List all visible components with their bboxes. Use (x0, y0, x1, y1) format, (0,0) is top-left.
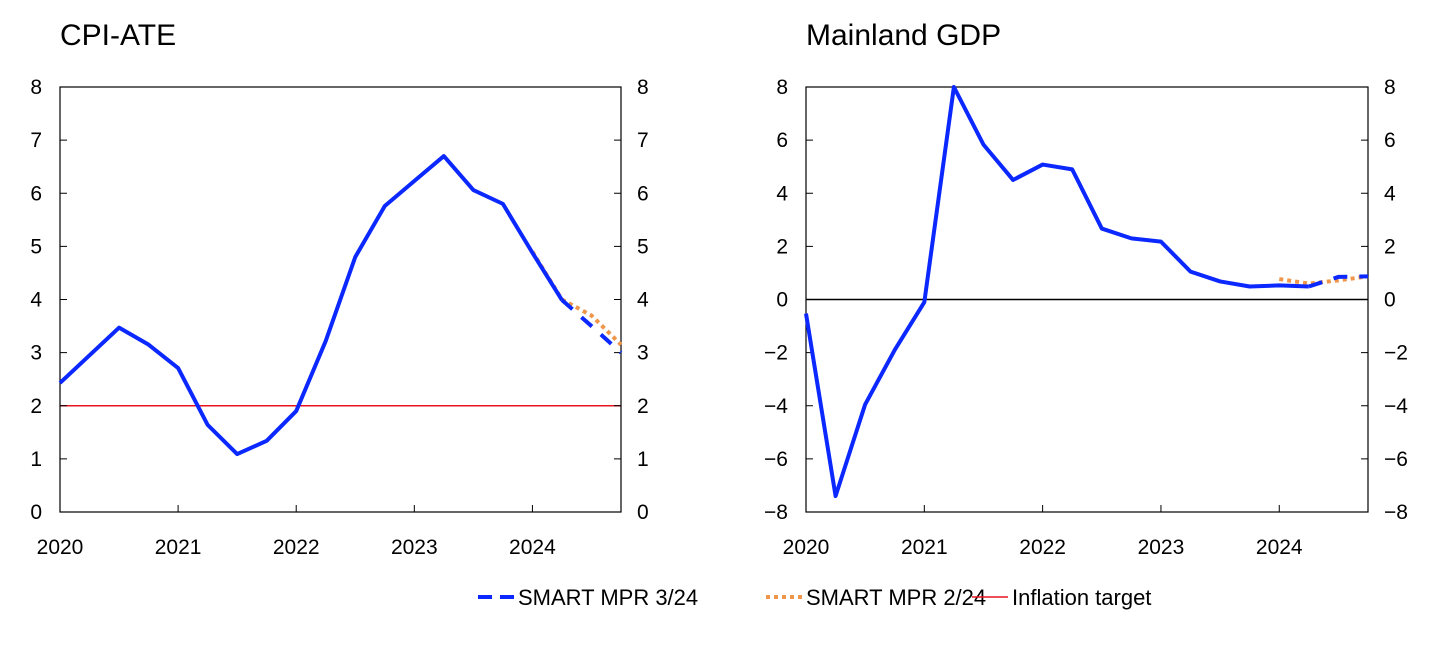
y-tick-label-right: 0 (637, 501, 649, 524)
y-tick-label-right: 6 (637, 182, 649, 205)
panel-0: 0 0 1 1 2 2 3 3 4 4 5 5 6 6 7 7 8 8 2020 2021 2022 2023 2024 (30, 76, 649, 559)
y-tick-label-left: 7 (30, 129, 42, 152)
y-tick-label-right: 8 (637, 76, 649, 99)
y-tick-label-left: 0 (30, 501, 42, 524)
legend-item: SMART MPR 2/24 (766, 585, 986, 610)
y-tick-label-left: 1 (30, 448, 42, 471)
y-tick-label-right: 5 (637, 235, 649, 258)
y-tick-label-left: 4 (776, 182, 788, 205)
series-smart-mpr-3-24-forecast (1308, 274, 1369, 289)
y-tick-label-right: −8 (1384, 501, 1408, 524)
series-smart-mpr-2-24 (530, 250, 623, 347)
y-tick-label-left: 3 (30, 342, 42, 365)
y-tick-label-left: −6 (764, 448, 788, 471)
legend-label: SMART MPR 2/24 (806, 585, 986, 610)
legend-item: Inflation target (972, 585, 1151, 610)
y-tick-label-right: 6 (1384, 129, 1396, 152)
chart-title-mainland-gdp: Mainland GDP (806, 19, 1001, 52)
legend-label: SMART MPR 3/24 (518, 585, 698, 610)
y-tick-label-right: 3 (637, 342, 649, 365)
x-tick-label: 2023 (391, 536, 438, 559)
x-tick-label: 2020 (783, 536, 830, 559)
y-tick-label-right: −2 (1384, 342, 1408, 365)
y-tick-label-left: −2 (764, 342, 788, 365)
y-tick-label-left: 8 (776, 76, 788, 99)
x-tick-label: 2023 (1138, 536, 1185, 559)
legend-label: Inflation target (1012, 585, 1151, 610)
y-tick-label-right: 2 (1384, 235, 1396, 258)
y-tick-label-left: 5 (30, 235, 42, 258)
y-tick-label-left: 6 (776, 129, 788, 152)
x-tick-label: 2024 (509, 536, 556, 559)
y-tick-label-left: 2 (30, 395, 42, 418)
x-tick-label: 2020 (37, 536, 84, 559)
y-tick-label-left: −8 (764, 501, 788, 524)
y-tick-label-left: 2 (776, 235, 788, 258)
y-tick-label-left: 6 (30, 182, 42, 205)
series-smart-mpr-2-24 (1278, 274, 1369, 286)
x-tick-label: 2024 (1256, 536, 1303, 559)
y-tick-label-left: 0 (776, 289, 788, 312)
y-tick-label-right: 0 (1384, 289, 1396, 312)
x-tick-label: 2021 (155, 536, 202, 559)
y-tick-label-right: 2 (637, 395, 649, 418)
x-tick-label: 2022 (273, 536, 320, 559)
y-tick-label-left: 8 (30, 76, 42, 99)
legend: SMART MPR 3/24 SMART MPR 2/24 Inflation ta… (478, 585, 1151, 610)
x-tick-label: 2021 (901, 536, 948, 559)
y-tick-label-right: 7 (637, 129, 649, 152)
y-tick-label-right: 4 (637, 289, 649, 312)
y-tick-label-left: −4 (764, 395, 788, 418)
panel-1: −8 −8 −6 −6 −4 −4 −2 −2 0 0 2 2 4 4 6 6 8 8 2020 2021 2022 20… (764, 76, 1408, 559)
y-tick-label-right: −4 (1384, 395, 1408, 418)
series-smart-mpr-3-24-forecast (560, 298, 623, 355)
series-smart-mpr-3-24-history (58, 154, 564, 457)
y-tick-label-right: −6 (1384, 448, 1408, 471)
y-tick-label-right: 8 (1384, 76, 1396, 99)
legend-item: SMART MPR 3/24 (478, 585, 698, 610)
y-tick-label-right: 1 (637, 448, 649, 471)
y-tick-label-right: 4 (1384, 182, 1396, 205)
series-smart-mpr-3-24-history (804, 85, 1309, 499)
x-tick-label: 2022 (1019, 536, 1066, 559)
chart-title-cpi-ate: CPI-ATE (60, 19, 176, 52)
y-tick-label-left: 4 (30, 289, 42, 312)
